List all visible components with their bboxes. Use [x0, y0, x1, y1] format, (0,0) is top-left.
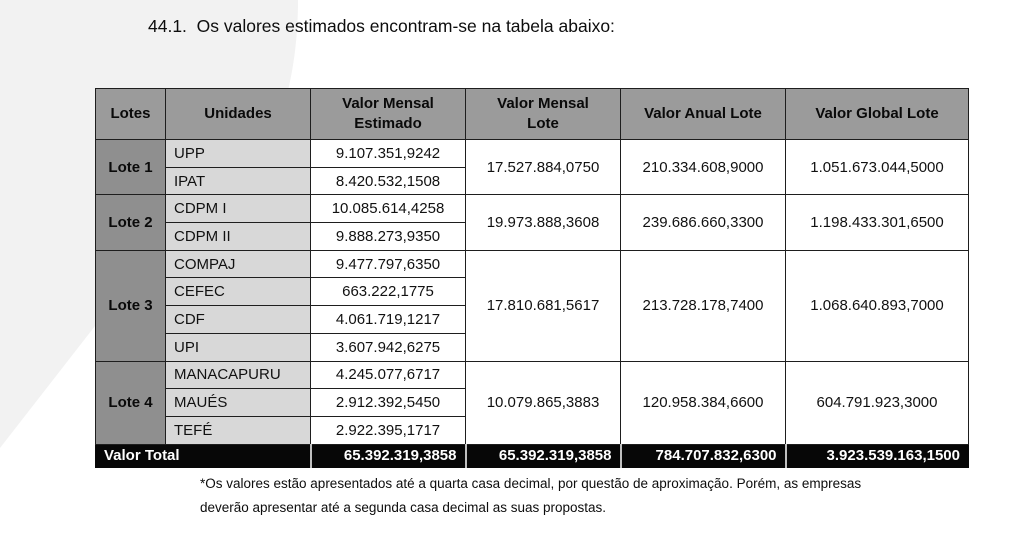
lote-cell: Lote 2 — [95, 194, 166, 251]
header-row: Lotes Unidades Valor Mensal Estimado Val… — [95, 88, 969, 140]
lote-cell: Lote 3 — [95, 249, 166, 362]
valor-mensal-estimado-cell: 4.245.077,6717 — [310, 360, 466, 390]
valor-mensal-estimado-cell: 4.061.719,1217 — [310, 305, 466, 334]
table-row: UPI 3.607.942,6275 — [96, 332, 969, 362]
valor-mensal-estimado-cell: 3.607.942,6275 — [310, 332, 466, 362]
total-valor-mensal-estimado-cell: 65.392.319,3858 — [309, 443, 466, 468]
valor-global-lote-cell: 1.051.673.044,5000 — [785, 138, 969, 196]
unidade-cell: CEFEC — [165, 277, 311, 307]
header-unidades: Unidades — [165, 88, 311, 140]
footnote: *Os valores estão apresentados até a qua… — [200, 472, 975, 520]
table-row: CDPM II 9.888.273,9350 — [96, 222, 969, 251]
table-row: Lote 3 COMPAJ 9.477.797,6350 17.810.681,… — [95, 249, 969, 362]
valor-mensal-estimado-cell: 9.107.351,9242 — [310, 139, 466, 168]
total-valor-anual-lote-cell: 784.707.832,6300 — [619, 443, 786, 468]
unidade-cell: COMPAJ — [165, 249, 311, 279]
valor-mensal-estimado-cell: 9.888.273,9350 — [310, 222, 466, 251]
unidade-cell: CDPM II — [165, 222, 311, 251]
valor-mensal-lote-cell: 17.810.681,5617 — [465, 249, 621, 362]
header-lotes: Lotes — [95, 88, 166, 140]
header-valor-mensal-lote: Valor Mensal Lote — [465, 88, 621, 140]
valor-mensal-estimado-cell: 663.222,1775 — [310, 277, 466, 307]
section-title: 44.1. Os valores estimados encontram-se … — [148, 16, 615, 36]
header-valor-mensal-estimado: Valor Mensal Estimado — [310, 88, 466, 140]
valor-anual-lote-cell: 210.334.608,9000 — [620, 138, 786, 196]
table-row: MAUÉS 2.912.392,5450 — [96, 388, 969, 417]
header-valor-global-lote: Valor Global Lote — [785, 88, 969, 140]
unidade-cell: CDF — [165, 305, 311, 334]
valor-mensal-lote-cell: 10.079.865,3883 — [465, 360, 621, 445]
total-label-cell: Valor Total — [95, 443, 311, 468]
valores-estimados-table: Lotes Unidades Valor Mensal Estimado Val… — [95, 88, 969, 468]
unidade-cell: MANACAPURU — [165, 360, 311, 390]
table-row: Lote 2 CDPM I 10.085.614,4258 19.973.888… — [95, 194, 969, 251]
lote-cell: Lote 1 — [95, 138, 166, 196]
valor-anual-lote-cell: 239.686.660,3300 — [620, 194, 786, 251]
footnote-line-2: deverão apresentar até a segunda casa de… — [200, 500, 607, 515]
unidade-cell: TEFÉ — [165, 415, 311, 445]
valor-global-lote-cell: 604.791.923,3000 — [785, 360, 969, 445]
lote-cell: Lote 4 — [95, 360, 166, 445]
valor-global-lote-cell: 1.068.640.893,7000 — [785, 249, 969, 362]
total-valor-global-lote-cell: 3.923.539.163,1500 — [784, 443, 969, 468]
valor-anual-lote-cell: 120.958.384,6600 — [620, 360, 786, 445]
table-row: CDF 4.061.719,1217 — [96, 305, 969, 334]
unidade-cell: UPP — [165, 139, 311, 168]
valor-mensal-estimado-cell: 8.420.532,1508 — [310, 166, 466, 196]
valor-anual-lote-cell: 213.728.178,7400 — [620, 249, 786, 362]
valor-mensal-estimado-cell: 10.085.614,4258 — [310, 194, 466, 224]
header-valor-anual-lote: Valor Anual Lote — [620, 88, 786, 140]
total-valor-mensal-lote-cell: 65.392.319,3858 — [464, 443, 621, 468]
valor-mensal-estimado-cell: 2.912.392,5450 — [310, 388, 466, 417]
valor-mensal-lote-cell: 17.527.884,0750 — [465, 138, 621, 196]
valor-mensal-estimado-cell: 2.922.395,1717 — [310, 415, 466, 445]
total-row: Valor Total 65.392.319,3858 65.392.319,3… — [95, 443, 969, 468]
unidade-cell: CDPM I — [165, 194, 311, 224]
valor-global-lote-cell: 1.198.433.301,6500 — [785, 194, 969, 251]
valor-mensal-estimado-cell: 9.477.797,6350 — [310, 249, 466, 279]
table-row: CEFEC 663.222,1775 — [96, 277, 969, 307]
table-row: Lote 4 MANACAPURU 4.245.077,6717 10.079.… — [95, 360, 969, 445]
table-header: Lotes Unidades Valor Mensal Estimado Val… — [95, 88, 969, 140]
table-row: TEFÉ 2.922.395,1717 — [96, 415, 969, 445]
table-row: Lote 1 UPP 9.107.351,9242 17.527.884,075… — [95, 138, 969, 196]
footnote-line-1: *Os valores estão apresentados até a qua… — [200, 476, 862, 491]
unidade-cell: MAUÉS — [165, 388, 311, 417]
unidade-cell: IPAT — [165, 166, 311, 196]
valor-mensal-lote-cell: 19.973.888,3608 — [465, 194, 621, 251]
unidade-cell: UPI — [165, 332, 311, 362]
